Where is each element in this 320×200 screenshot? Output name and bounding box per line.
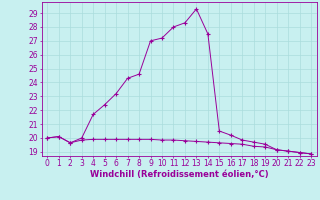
- X-axis label: Windchill (Refroidissement éolien,°C): Windchill (Refroidissement éolien,°C): [90, 170, 268, 179]
